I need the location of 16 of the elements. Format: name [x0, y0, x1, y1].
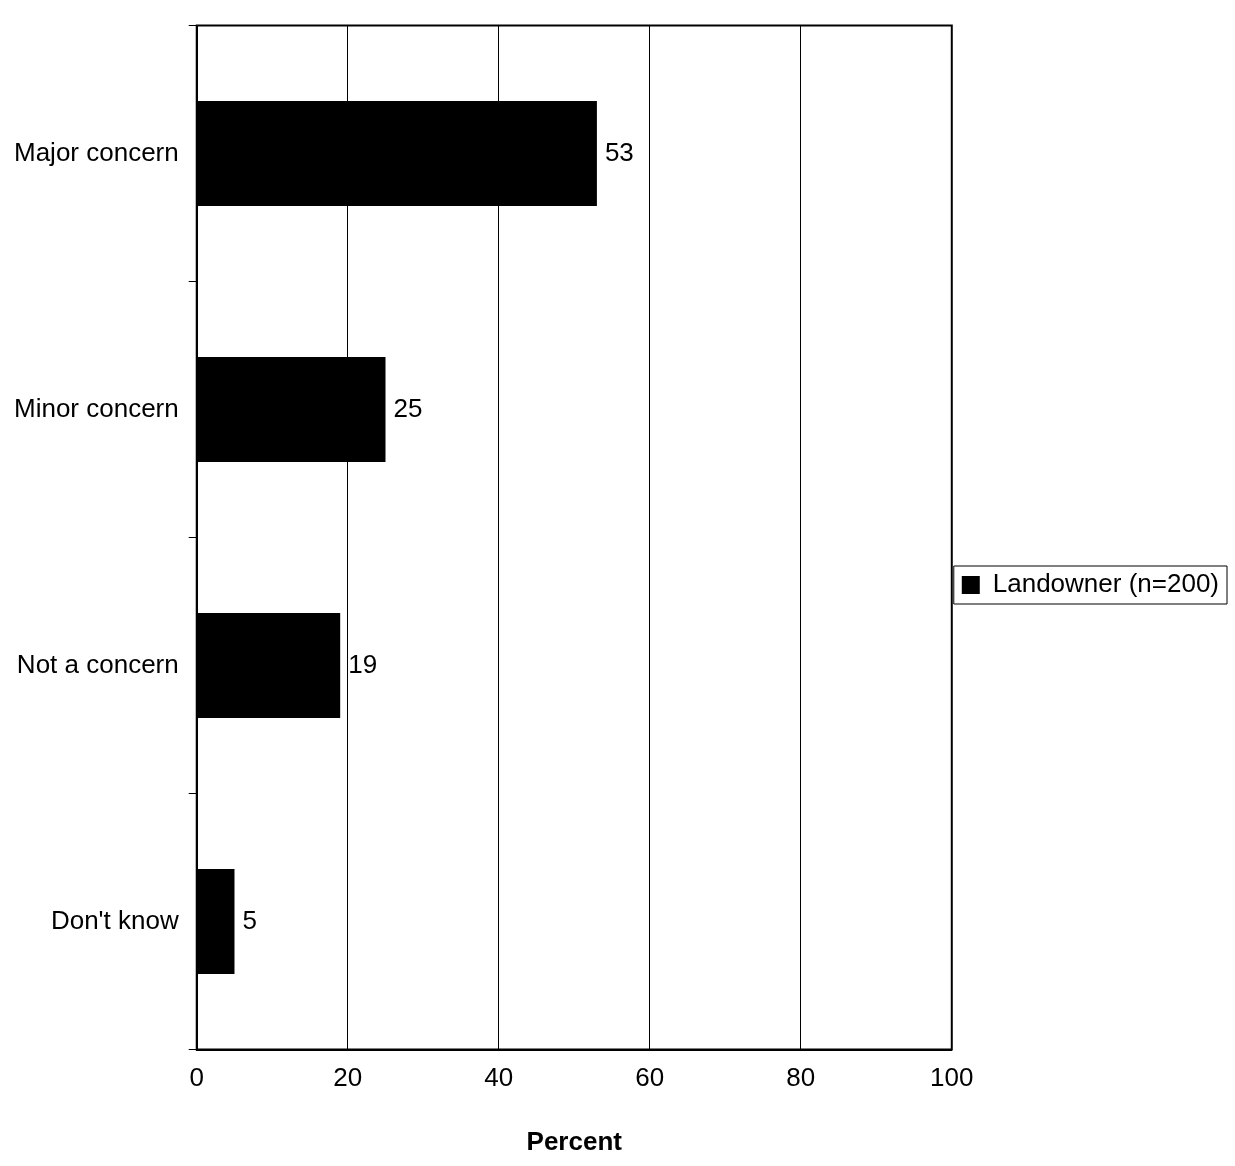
x-tick-label: 80 — [786, 1062, 816, 1093]
x-tick-label: 0 — [189, 1062, 204, 1093]
data-label: 25 — [393, 392, 423, 423]
data-label: 5 — [242, 904, 257, 935]
x-tick-label: 40 — [484, 1062, 514, 1093]
y-tick-label: Not a concern — [16, 648, 179, 679]
data-label: 53 — [604, 136, 634, 167]
x-tick-label: 100 — [930, 1062, 974, 1093]
x-tick-label: 60 — [635, 1062, 665, 1093]
y-tick-label: Major concern — [14, 136, 179, 167]
x-axis-title: Percent — [526, 1125, 623, 1156]
x-tick-label: 20 — [333, 1062, 363, 1093]
legend-label: Landowner (n=200) — [992, 568, 1219, 599]
y-tick-label: Minor concern — [14, 392, 179, 423]
y-tick-label: Don't know — [50, 904, 179, 935]
data-label: 19 — [348, 648, 378, 679]
